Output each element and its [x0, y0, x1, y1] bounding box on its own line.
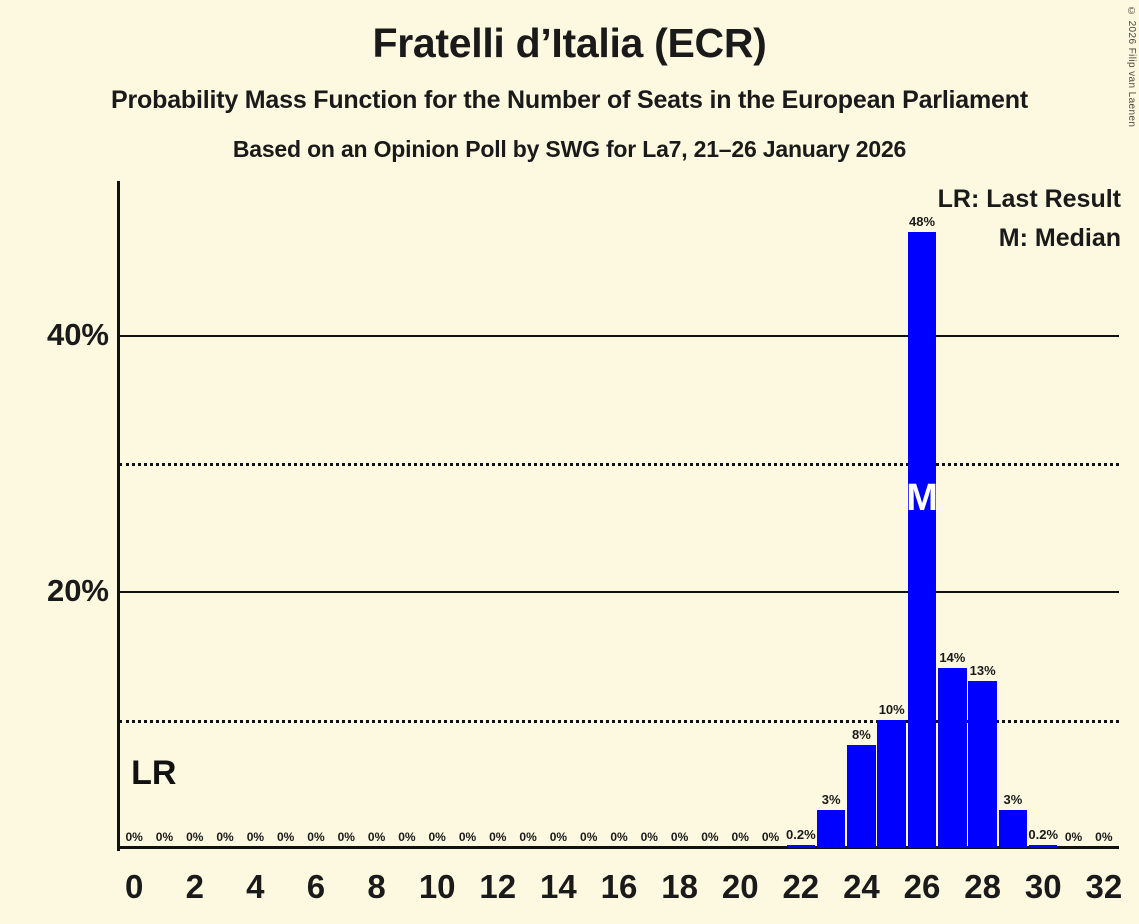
bar-value-label-seat-2: 0% — [186, 830, 204, 844]
y-axis-line — [117, 181, 120, 851]
bar-value-label-seat-0: 0% — [125, 830, 143, 844]
x-tick-label: 26 — [903, 868, 941, 905]
bar-seat-22[interactable] — [786, 845, 816, 848]
y-tick-label: 20% — [46, 573, 109, 609]
bar-value-label-seat-13: 0% — [519, 830, 537, 844]
x-tick-label: 24 — [843, 868, 880, 905]
bar-value-label-seat-11: 0% — [458, 830, 477, 844]
bar-value-label-seat-20: 0% — [731, 830, 749, 844]
bar-value-label-seat-25: 10% — [878, 701, 905, 717]
bar-seat-27[interactable] — [938, 668, 967, 848]
gridline-10pct — [119, 719, 1119, 723]
x-tick-label: 8 — [367, 868, 386, 905]
bar-value-label-seat-1: 0% — [155, 830, 174, 844]
bar-value-label-seat-17: 0% — [640, 830, 658, 844]
bar-value-label-seat-24: 8% — [852, 727, 871, 743]
bar-seat-26[interactable] — [907, 232, 937, 848]
x-tick-label: 4 — [246, 868, 265, 905]
bar-value-label-seat-14: 0% — [549, 830, 568, 844]
x-axis-line — [117, 846, 1119, 849]
bar-value-label-seat-16: 0% — [610, 830, 628, 844]
page-title: Fratelli d’Italia (ECR) — [372, 20, 767, 66]
last-result-marker: LR — [131, 754, 177, 792]
x-tick-label: 14 — [540, 868, 577, 905]
bar-value-label-seat-7: 0% — [337, 830, 355, 844]
bar-value-label-seat-22: 0.2% — [785, 827, 816, 843]
bar-value-label-seat-18: 0% — [670, 830, 689, 844]
copyright-notice: © 2026 Filip van Laenen — [1126, 6, 1137, 128]
bar-seat-29[interactable] — [998, 809, 1028, 848]
gridline-40pct — [119, 334, 1119, 337]
legend-median: M: Median — [998, 224, 1121, 252]
bar-seat-28[interactable] — [968, 681, 997, 848]
bar-seat-30[interactable] — [1029, 845, 1058, 848]
bar-value-label-seat-27: 14% — [939, 650, 966, 666]
bar-value-label-seat-5: 0% — [276, 830, 295, 844]
x-tick-label: 16 — [600, 868, 638, 905]
bar-seat-23[interactable] — [816, 809, 846, 848]
bar-value-label-seat-10: 0% — [428, 830, 446, 844]
bar-value-label-seat-3: 0% — [216, 830, 234, 844]
plot-area: 0% 0% 0% 0% 0% 0% 0% 0% 0% 0% 0% 0% 0% 0% 0% 0% 0% 0% 0% 0%… — [119, 181, 1119, 848]
bar-value-label-seat-8: 0% — [367, 830, 386, 844]
x-tick-label: 18 — [661, 868, 698, 905]
bar-seat-25[interactable] — [877, 719, 906, 848]
y-tick-label: 40% — [46, 316, 109, 352]
x-tick-label: 10 — [418, 868, 456, 905]
bar-value-label-seat-9: 0% — [398, 830, 416, 844]
x-tick-label: 28 — [964, 868, 1001, 905]
median-marker: M — [906, 476, 938, 519]
bar-value-label-seat-26: 48% — [909, 214, 936, 230]
bar-value-label-seat-21: 0% — [761, 830, 780, 844]
bar-value-label-seat-28: 13% — [969, 663, 996, 679]
gridline-30pct — [119, 463, 1119, 467]
x-tick-label: 12 — [479, 868, 517, 905]
x-tick-label: 32 — [1085, 868, 1123, 905]
bar-value-label-seat-32: 0% — [1095, 830, 1113, 844]
bar-value-label-seat-29: 3% — [1003, 791, 1023, 807]
x-tick-label: 20 — [721, 868, 759, 905]
x-tick-label: 0 — [124, 868, 144, 905]
bar-value-label-seat-6: 0% — [307, 830, 325, 844]
chart-subtitle: Probability Mass Function for the Number… — [111, 86, 1028, 114]
x-tick-label: 6 — [306, 868, 326, 905]
gridline-20pct — [119, 591, 1119, 594]
chart-source-note: Based on an Opinion Poll by SWG for La7,… — [232, 136, 907, 162]
bar-value-label-seat-31: 0% — [1064, 830, 1083, 844]
x-tick-label: 2 — [185, 868, 204, 905]
bar-value-label-seat-4: 0% — [246, 830, 265, 844]
legend-last-result: LR: Last Result — [937, 185, 1121, 213]
bar-value-label-seat-12: 0% — [489, 830, 507, 844]
x-tick-label: 30 — [1024, 868, 1062, 905]
bar-seat-24[interactable] — [847, 745, 876, 848]
bar-value-label-seat-19: 0% — [701, 830, 719, 844]
x-tick-label: 22 — [782, 868, 820, 905]
bar-value-label-seat-23: 3% — [821, 791, 841, 807]
bar-value-label-seat-30: 0.2% — [1028, 827, 1059, 843]
bar-value-label-seat-15: 0% — [580, 830, 598, 844]
